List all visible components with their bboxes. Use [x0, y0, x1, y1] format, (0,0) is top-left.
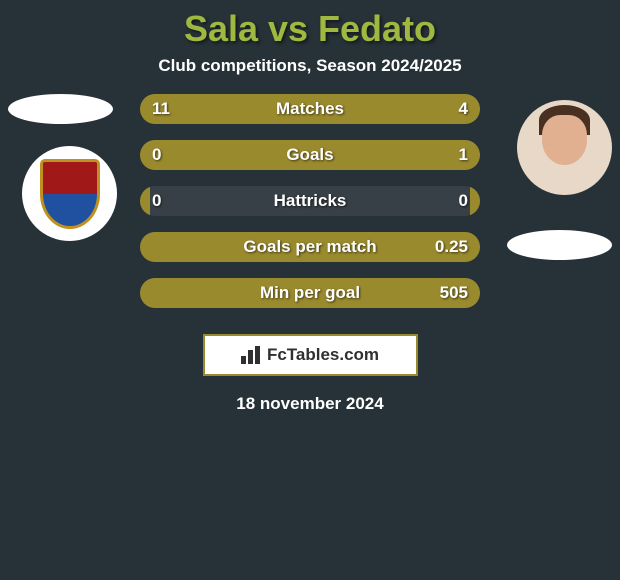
stat-value-left: 11: [152, 99, 170, 119]
stat-value-right: 0.25: [435, 237, 468, 257]
logo-text: FcTables.com: [267, 345, 379, 365]
stats-area: Matches114Goals01Hattricks00Goals per ma…: [0, 94, 620, 324]
page-title: Sala vs Fedato: [0, 0, 620, 56]
stat-bar: Goals0 1: [140, 140, 480, 170]
stat-label: Hattricks: [140, 191, 480, 211]
stat-row: Goals per match0.25: [0, 232, 620, 278]
bar-chart-icon: [241, 346, 263, 364]
stat-label: Matches: [140, 99, 480, 119]
stat-value-right: 1: [459, 145, 468, 165]
stat-label: Goals: [140, 145, 480, 165]
stat-bar: Goals per match0.25: [140, 232, 480, 262]
stat-row: Goals0 1: [0, 140, 620, 186]
stat-bar: Min per goal505: [140, 278, 480, 308]
stat-value-left: 0: [152, 191, 161, 211]
stat-label: Goals per match: [140, 237, 480, 257]
stat-bar: Matches11 4: [140, 94, 480, 124]
comparison-container: Sala vs Fedato Club competitions, Season…: [0, 0, 620, 414]
date-label: 18 november 2024: [0, 394, 620, 414]
stat-value-right: 0: [459, 191, 468, 211]
fctables-logo[interactable]: FcTables.com: [203, 334, 418, 376]
stat-bar: Hattricks0 0: [140, 186, 480, 216]
stat-value-left: 0: [152, 145, 161, 165]
page-subtitle: Club competitions, Season 2024/2025: [0, 56, 620, 94]
stat-row: Matches11 4: [0, 94, 620, 140]
stat-row: Min per goal505: [0, 278, 620, 324]
stat-row: Hattricks0 0: [0, 186, 620, 232]
stat-value-right: 505: [440, 283, 468, 303]
stat-value-right: 4: [459, 99, 468, 119]
stat-label: Min per goal: [140, 283, 480, 303]
